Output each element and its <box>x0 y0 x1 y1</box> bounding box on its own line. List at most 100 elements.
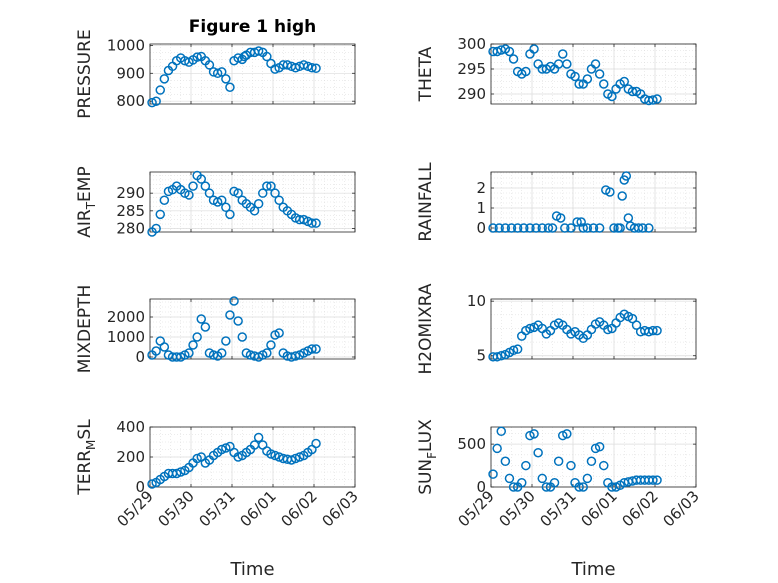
data-point <box>558 49 568 59</box>
axes-frame <box>149 43 356 105</box>
y-tick-label: 290 <box>116 184 145 202</box>
data-point <box>253 46 264 56</box>
data-point <box>504 473 515 484</box>
x-tick-label: 06/01 <box>578 487 621 530</box>
data-point <box>599 460 609 471</box>
data-point <box>547 223 558 233</box>
data-point <box>533 447 543 458</box>
data-point <box>262 348 272 358</box>
data-point <box>253 432 264 443</box>
data-point <box>576 217 586 227</box>
data-point <box>488 223 498 233</box>
x-tick-label: 05/31 <box>537 487 580 530</box>
data-point <box>299 60 309 70</box>
data-point <box>500 223 511 233</box>
data-point <box>492 443 502 454</box>
data-point <box>221 74 231 84</box>
y-tick-label: 1 <box>476 199 486 217</box>
subplot-6: 5 10 H2OMIXRA <box>416 283 697 375</box>
y-tick-label: 200 <box>116 448 145 466</box>
data-point <box>648 475 658 485</box>
data-point <box>200 181 211 191</box>
data-point <box>266 449 276 459</box>
data-point <box>652 94 662 104</box>
data-point <box>594 441 605 452</box>
data-point <box>494 223 504 233</box>
data-point <box>582 223 593 233</box>
data-point <box>508 482 519 492</box>
axes-frame <box>490 298 697 360</box>
data-point <box>262 51 272 62</box>
y-axis-label: TERRMSL <box>75 419 98 496</box>
data-point <box>574 79 584 89</box>
data-point <box>648 95 658 105</box>
data-point <box>171 468 182 479</box>
data-point <box>594 69 605 79</box>
data-point <box>525 223 535 233</box>
data-point <box>631 320 642 330</box>
data-point <box>570 71 580 82</box>
data-point <box>196 314 206 324</box>
data-point <box>286 455 297 465</box>
y-tick-label: 0 <box>135 478 145 496</box>
y-tick-label: 5 <box>476 347 486 365</box>
data-point <box>578 223 588 233</box>
data-point <box>290 453 301 464</box>
data-point <box>225 82 235 93</box>
data-point <box>588 223 599 233</box>
data-point <box>221 443 231 453</box>
data-point <box>621 171 632 181</box>
y-tick-label: 1000 <box>107 36 145 54</box>
data-point <box>221 336 231 346</box>
data-point <box>529 44 539 54</box>
x-tick-label: 06/03 <box>319 487 362 530</box>
y-tick-label: 295 <box>457 60 486 78</box>
y-tick-label: 500 <box>457 435 486 453</box>
data-point <box>652 475 662 485</box>
data-point <box>225 310 235 320</box>
subplot-1: 800 900 1000 PRESSURE Figure 1 high <box>75 17 356 119</box>
data-point <box>282 60 293 70</box>
data-point <box>266 181 276 191</box>
subplot-2: 290 295 300 THETA <box>416 35 697 106</box>
y-axis-label: SUNFLUX <box>416 419 439 495</box>
data-point <box>492 46 502 57</box>
axes-frame <box>490 426 697 488</box>
y-axis-label: AIRTEMP <box>75 166 98 237</box>
data-point <box>311 344 321 354</box>
data-point <box>229 296 239 306</box>
data-point <box>233 452 243 462</box>
data-point <box>512 344 523 354</box>
data-point <box>311 438 321 449</box>
data-point <box>541 482 552 492</box>
data-point <box>151 346 161 356</box>
data-point <box>543 223 554 233</box>
data-point <box>519 223 529 233</box>
y-tick-label: 0 <box>476 219 486 237</box>
data-point <box>521 460 531 471</box>
data-point <box>217 444 227 455</box>
data-point <box>537 473 547 484</box>
data-point <box>237 332 247 342</box>
data-point <box>262 181 272 191</box>
data-point <box>290 351 301 361</box>
data-point <box>599 79 609 89</box>
y-tick-label: 0 <box>135 348 145 366</box>
data-point <box>217 195 227 205</box>
y-axis-label: THETA <box>416 46 436 102</box>
x-tick-label: 06/03 <box>660 487 703 530</box>
data-point <box>217 67 227 77</box>
data-point <box>637 223 648 233</box>
data-point <box>155 209 165 220</box>
data-point <box>192 453 202 464</box>
data-point <box>594 223 605 233</box>
data-point <box>151 223 161 234</box>
data-point <box>266 340 276 350</box>
data-point <box>200 322 211 332</box>
data-point <box>307 62 317 73</box>
data-point <box>488 469 498 479</box>
y-tick-label: 300 <box>457 35 486 53</box>
data-point <box>233 188 243 198</box>
data-point <box>217 348 227 358</box>
